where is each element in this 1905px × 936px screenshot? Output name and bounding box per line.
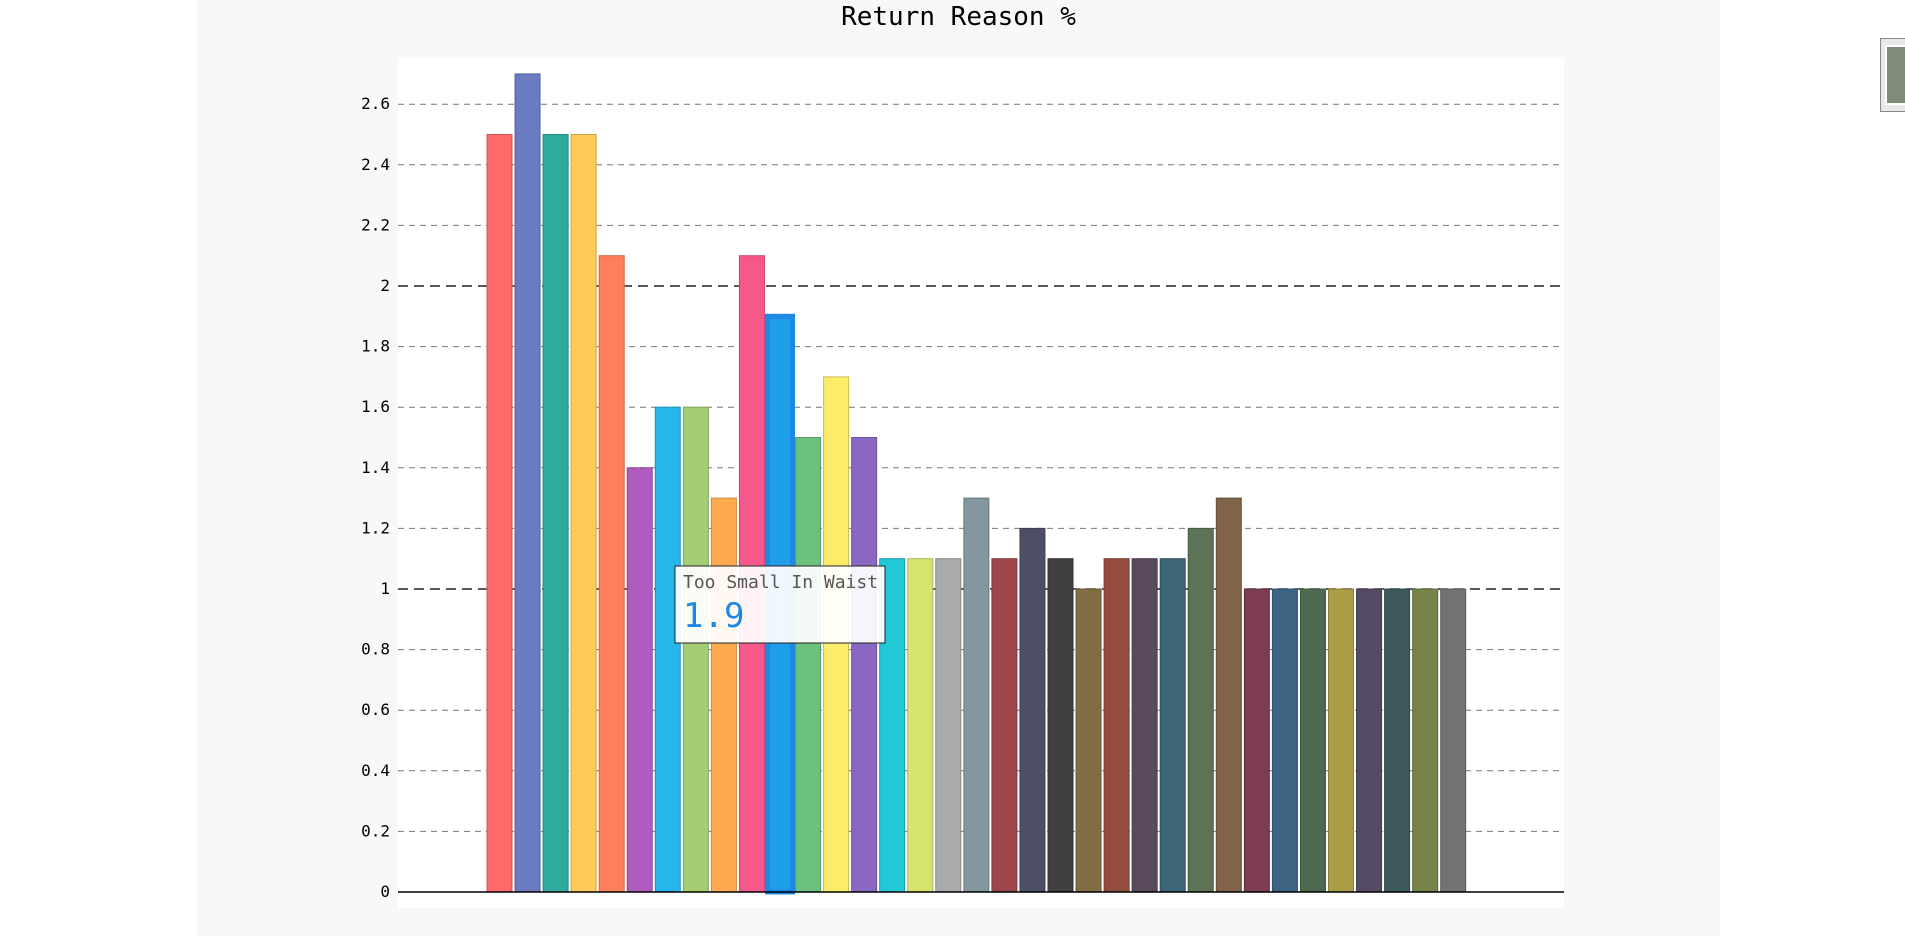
bar[interactable]: [486, 134, 513, 893]
bar[interactable]: [1384, 588, 1411, 893]
bar[interactable]: [710, 497, 737, 893]
chart-panel: Return Reason % 0 0.2 0.4 0.6 0.8 1 1.2 1.4 1.6 1…: [197, 0, 1720, 936]
badge-icon: [1885, 45, 1905, 105]
side-badge[interactable]: [1880, 38, 1905, 112]
bar[interactable]: [654, 406, 681, 893]
tooltip: Too Small In Waist 1.9: [674, 565, 886, 644]
y-tick-label: 0.8: [361, 640, 390, 659]
bar[interactable]: [1075, 588, 1102, 893]
bar[interactable]: [1159, 558, 1186, 893]
tooltip-box: [674, 565, 886, 644]
bar[interactable]: [1440, 588, 1467, 893]
bar[interactable]: [907, 558, 934, 893]
y-tick-label: 0: [380, 882, 390, 901]
y-tick-label: 1.2: [361, 518, 390, 537]
bar[interactable]: [1299, 588, 1326, 893]
y-axis-ticks: 0 0.2 0.4 0.6 0.8 1 1.2 1.4 1.6 1.8 2 2.2 2.4 2.6: [361, 94, 390, 901]
tooltip-label: Too Small In Waist: [683, 572, 878, 593]
bar[interactable]: [1187, 527, 1214, 893]
bar[interactable]: [1019, 527, 1046, 893]
y-tick-label: 1.6: [361, 397, 390, 416]
bar[interactable]: [795, 437, 822, 893]
bar[interactable]: [851, 437, 878, 893]
bar[interactable]: [1328, 588, 1354, 893]
y-tick-label: 0.2: [361, 821, 390, 840]
bars: [486, 73, 1467, 895]
y-tick-label: 1.8: [361, 337, 390, 356]
bar[interactable]: [935, 558, 962, 893]
y-tick-label: 2: [380, 276, 390, 295]
bar[interactable]: [1271, 588, 1298, 893]
y-tick-label: 2.2: [361, 215, 390, 234]
bar[interactable]: [1215, 497, 1242, 893]
bar[interactable]: [991, 558, 1018, 893]
bar[interactable]: [1243, 588, 1270, 893]
bar[interactable]: [1103, 558, 1130, 893]
y-tick-label: 0.6: [361, 700, 390, 719]
bar[interactable]: [598, 255, 625, 893]
bar[interactable]: [514, 73, 541, 893]
bar[interactable]: [1412, 588, 1439, 893]
y-tick-label: 2.6: [361, 94, 390, 113]
bar[interactable]: [682, 406, 709, 893]
y-tick-label: 0.4: [361, 761, 390, 780]
bar[interactable]: [1356, 588, 1383, 893]
chart-title: Return Reason %: [841, 2, 1076, 32]
bar[interactable]: [570, 134, 597, 893]
bar-chart: 0 0.2 0.4 0.6 0.8 1 1.2 1.4 1.6 1.8 2 2.2 2.4 2.6 Too…: [361, 58, 1564, 908]
y-tick-label: 1.4: [361, 458, 390, 477]
bar[interactable]: [1131, 558, 1158, 893]
y-tick-label: 1: [380, 579, 390, 598]
tooltip-value: 1.9: [683, 596, 744, 636]
bar[interactable]: [963, 497, 990, 893]
bar[interactable]: [626, 467, 653, 893]
y-tick-label: 2.4: [361, 155, 390, 174]
bar[interactable]: [1047, 558, 1074, 893]
bar[interactable]: [542, 134, 569, 893]
